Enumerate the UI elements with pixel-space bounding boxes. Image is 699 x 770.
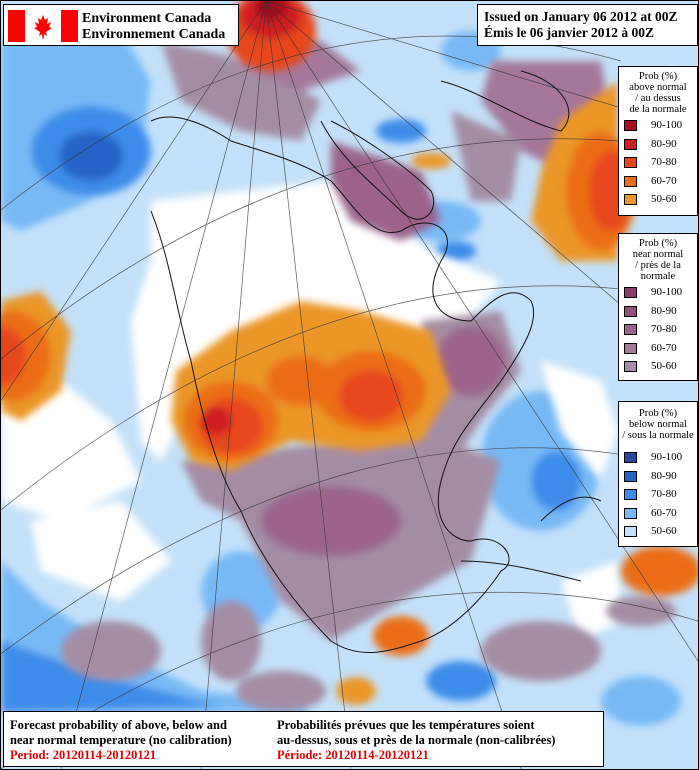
legend-title-line: / au dessus bbox=[635, 93, 681, 104]
legend-swatch bbox=[624, 342, 637, 354]
legend-label: 60-70 bbox=[651, 174, 677, 187]
legend-item: 50-60 bbox=[619, 191, 697, 210]
legend-swatch bbox=[624, 489, 637, 500]
legend-label: 50-60 bbox=[651, 525, 677, 537]
legend-item: 60-70 bbox=[619, 340, 697, 359]
legend-swatch bbox=[624, 324, 637, 335]
legend-above-normal: Prob (%) above normal / au dessus de la … bbox=[618, 66, 698, 216]
legend-item: 60-70 bbox=[619, 173, 697, 192]
legend-label: 60-70 bbox=[651, 341, 677, 354]
caption-line: Probabilités prévues que les température… bbox=[277, 718, 535, 732]
caption-english: Forecast probability of above, below and… bbox=[10, 718, 232, 763]
period-label: Période: 20120114-20120121 bbox=[277, 748, 429, 762]
legend-item: 80-90 bbox=[619, 136, 697, 155]
coastlines bbox=[150, 70, 602, 654]
legend-item: 70-80 bbox=[619, 154, 697, 173]
legend-label: 90-100 bbox=[651, 286, 683, 298]
legend-item: 50-60 bbox=[619, 523, 697, 542]
legend-item: 60-70 bbox=[619, 505, 697, 524]
legend-swatch bbox=[624, 470, 637, 482]
legend-title-line: above normal bbox=[629, 82, 687, 93]
legend-title-line: below normal bbox=[628, 419, 688, 430]
legend-swatch bbox=[624, 120, 637, 131]
legend-item: 80-90 bbox=[619, 468, 697, 487]
org-name-fr: Environnement Canada bbox=[82, 27, 226, 42]
caption-box: Forecast probability of above, below and… bbox=[3, 711, 604, 767]
legend-title: Prob (%) below normal / sous la normale bbox=[619, 402, 697, 449]
legend-label: 50-60 bbox=[651, 193, 677, 205]
legend-swatch bbox=[624, 361, 637, 372]
legend-title-line: / sous la normale bbox=[622, 430, 694, 441]
legend-item: 70-80 bbox=[619, 321, 697, 340]
legend-label: 60-70 bbox=[651, 506, 677, 519]
legend-swatch bbox=[624, 287, 637, 298]
legend-item: 90-100 bbox=[619, 117, 697, 136]
near-normal-regions bbox=[61, 31, 676, 711]
legend-label: 90-100 bbox=[651, 119, 683, 131]
brand-box: Environment Canada Environnement Canada bbox=[3, 4, 239, 46]
legend-swatch bbox=[624, 452, 637, 463]
legend-item: 90-100 bbox=[619, 284, 697, 303]
legend-title-line: / près de la bbox=[635, 260, 681, 271]
legend-title: Prob (%) near normal / près de la normal… bbox=[619, 234, 697, 284]
org-name-en: Environment Canada bbox=[82, 11, 212, 26]
legend-item: 70-80 bbox=[619, 486, 697, 505]
legend-label: 80-90 bbox=[651, 469, 677, 482]
issued-fr: Émis le 06 janvier 2012 à 00Z bbox=[484, 25, 654, 40]
legend-title-line: normale bbox=[640, 271, 676, 282]
legend-below-normal: Prob (%) below normal / sous la normale … bbox=[618, 401, 698, 547]
legend-item: 50-60 bbox=[619, 358, 697, 377]
legend-title-line: Prob (%) bbox=[638, 408, 678, 419]
legend-title-line: de la normale bbox=[629, 104, 687, 115]
legend-title-line: Prob (%) bbox=[638, 71, 678, 82]
legend-near-normal: Prob (%) near normal / près de la normal… bbox=[618, 233, 698, 381]
legend-label: 50-60 bbox=[651, 360, 677, 372]
legend-item: 80-90 bbox=[619, 303, 697, 322]
canada-flag-icon bbox=[8, 10, 78, 42]
legend-label: 70-80 bbox=[651, 488, 677, 500]
caption-french: Probabilités prévues que les température… bbox=[277, 718, 555, 763]
legend-swatch bbox=[624, 507, 637, 519]
legend-title: Prob (%) above normal / au dessus de la … bbox=[619, 67, 697, 117]
caption-line: Forecast probability of above, below and bbox=[10, 718, 227, 732]
legend-item: 90-100 bbox=[619, 449, 697, 468]
legend-label: 70-80 bbox=[651, 323, 677, 335]
legend-label: 80-90 bbox=[651, 304, 677, 317]
issued-en: Issued on January 06 2012 at 00Z bbox=[484, 9, 678, 24]
legend-label: 90-100 bbox=[651, 451, 683, 463]
caption-line: au-dessus, sous et près de la normale (n… bbox=[277, 733, 556, 747]
legend-title-line: near normal bbox=[632, 249, 684, 260]
legend-swatch bbox=[624, 157, 637, 168]
legend-swatch bbox=[624, 138, 637, 150]
above-normal-regions bbox=[1, 1, 698, 705]
legend-swatch bbox=[624, 526, 637, 537]
period-label: Period: 20120114-20120121 bbox=[10, 748, 157, 762]
issued-box: Issued on January 06 2012 at 00Z Émis le… bbox=[477, 4, 698, 46]
legend-title-line: Prob (%) bbox=[638, 238, 678, 249]
caption-line: near normal temperature (no calibration) bbox=[10, 733, 232, 747]
legend-label: 70-80 bbox=[651, 156, 677, 168]
legend-label: 80-90 bbox=[651, 137, 677, 150]
legend-swatch bbox=[624, 194, 637, 205]
legend-swatch bbox=[624, 175, 637, 187]
legend-swatch bbox=[624, 305, 637, 317]
